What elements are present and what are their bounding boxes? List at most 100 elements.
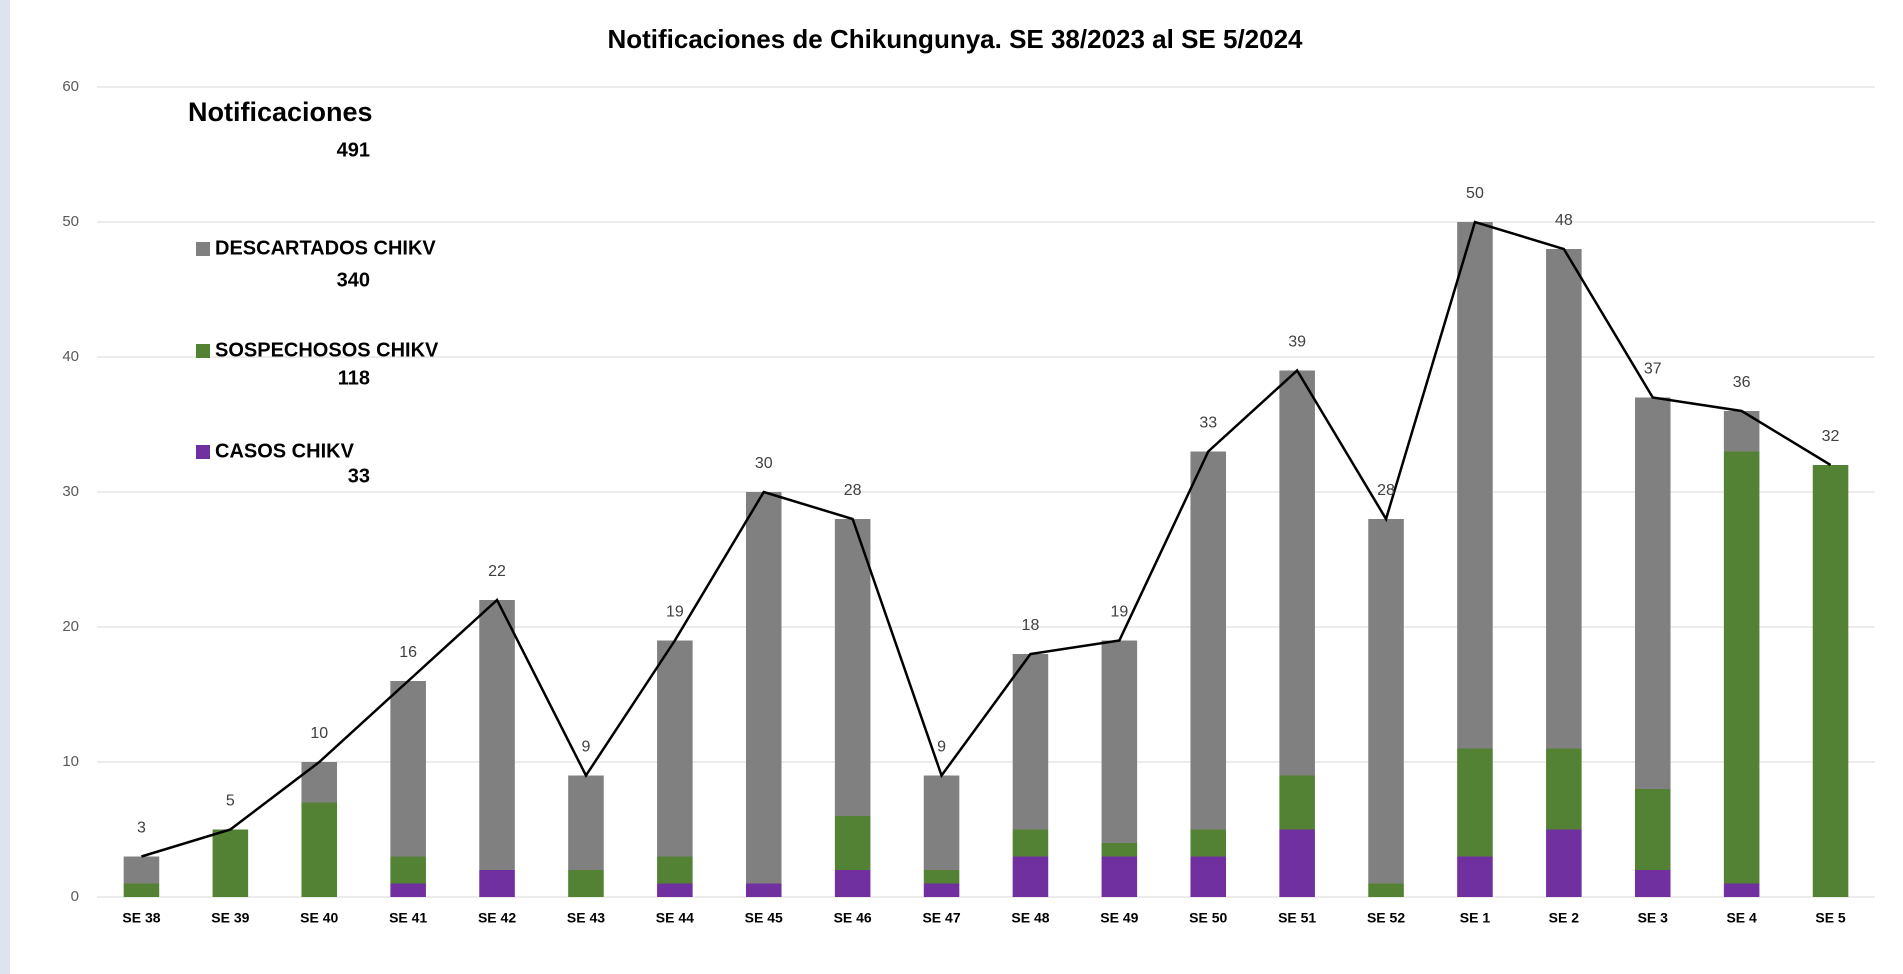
legend-total: 33 <box>348 465 370 487</box>
legend-swatch <box>196 344 210 358</box>
data-label: 5 <box>226 793 235 810</box>
data-label: 9 <box>937 739 946 756</box>
total-line <box>141 220 1832 858</box>
data-label: 28 <box>1377 482 1395 499</box>
bar-segment <box>1546 829 1582 897</box>
x-tick-label: SE 50 <box>1189 910 1227 926</box>
y-tick-label: 10 <box>62 753 79 770</box>
bar-segment <box>1101 640 1138 843</box>
x-tick-label: SE 1 <box>1460 910 1491 926</box>
bar-segment <box>1723 883 1760 897</box>
x-tick-label: SE 41 <box>389 910 427 926</box>
y-tick-label: 20 <box>62 618 79 635</box>
data-label: 32 <box>1822 428 1840 445</box>
legend-total: 491 <box>337 139 370 161</box>
bar-segment <box>1723 451 1760 884</box>
bar-segment <box>1012 856 1049 897</box>
data-label: 18 <box>1022 617 1040 634</box>
x-tick-label: SE 51 <box>1278 910 1316 926</box>
x-tick-label: SE 44 <box>656 910 694 926</box>
bar-segment <box>657 883 693 897</box>
bar-segment <box>1190 451 1227 830</box>
bar-segment <box>1279 829 1315 897</box>
bar-segment <box>834 870 871 897</box>
data-label: 33 <box>1199 415 1217 432</box>
data-label: 36 <box>1733 374 1751 391</box>
y-tick-label: 0 <box>71 888 79 905</box>
bar-segment <box>657 856 693 884</box>
bar-segment <box>1101 856 1138 897</box>
bar-segment <box>301 802 338 897</box>
bar-segment <box>390 681 426 857</box>
data-label: 10 <box>310 725 328 742</box>
bar-segment <box>1368 883 1404 897</box>
bar-segment <box>1723 411 1760 452</box>
legend-swatch <box>196 445 210 459</box>
legend-swatch <box>196 242 210 256</box>
x-tick-label: SE 49 <box>1100 910 1138 926</box>
bar-segment <box>1012 654 1049 830</box>
x-tick-label: SE 45 <box>745 910 783 926</box>
data-label: 28 <box>844 482 862 499</box>
bar-segment <box>1457 748 1493 857</box>
legend-label: SOSPECHOSOS CHIKV <box>215 339 439 361</box>
bar-segment <box>212 829 249 897</box>
data-label: 50 <box>1466 185 1484 202</box>
bar-segment <box>479 870 515 897</box>
bar-segment <box>1812 465 1849 897</box>
y-tick-label: 50 <box>62 213 79 230</box>
bar-segment <box>1457 222 1493 749</box>
data-label: 37 <box>1644 361 1662 378</box>
bar-segment <box>123 856 160 884</box>
legend-title: Notificaciones <box>188 97 373 127</box>
bar-segment <box>1634 397 1671 789</box>
bar-segment <box>1546 748 1582 830</box>
bar-segment <box>1279 370 1315 776</box>
x-tick-label: SE 5 <box>1815 910 1846 926</box>
x-tick-label: SE 38 <box>122 910 160 926</box>
x-tick-label: SE 48 <box>1011 910 1049 926</box>
bar-segment <box>745 492 782 884</box>
x-tick-label: SE 2 <box>1549 910 1580 926</box>
bar-segment <box>301 762 338 803</box>
x-tick-label: SE 39 <box>211 910 249 926</box>
legend-label: DESCARTADOS CHIKV <box>215 237 436 259</box>
x-tick-label: SE 46 <box>834 910 872 926</box>
x-tick-label: SE 3 <box>1638 910 1669 926</box>
legend-total: 118 <box>338 367 370 389</box>
x-tick-label: SE 4 <box>1726 910 1757 926</box>
data-label: 22 <box>488 563 506 580</box>
bar-segment <box>479 600 515 870</box>
bar-segment <box>1634 870 1671 897</box>
data-label: 39 <box>1288 334 1306 351</box>
bar-segment <box>834 816 871 870</box>
x-tick-label: SE 42 <box>478 910 516 926</box>
data-label: 19 <box>666 604 684 621</box>
y-tick-label: 40 <box>62 348 79 365</box>
x-tick-label: SE 43 <box>567 910 605 926</box>
x-tick-label: SE 40 <box>300 910 338 926</box>
bar-segment <box>657 640 693 857</box>
data-label: 48 <box>1555 212 1573 229</box>
bar-segment <box>568 775 604 870</box>
y-tick-label: 60 <box>62 78 79 95</box>
bar-segment <box>1190 829 1227 857</box>
legend-total: 340 <box>337 269 370 291</box>
bar-segment <box>390 856 426 884</box>
data-label: 16 <box>399 644 417 661</box>
bar-segment <box>1457 856 1493 897</box>
bar-segment <box>1368 519 1404 884</box>
bar-segment <box>1190 856 1227 897</box>
bar-segment <box>123 883 160 897</box>
bar-segment <box>834 519 871 816</box>
bar-segment <box>568 870 604 897</box>
bar-segment <box>1101 843 1138 857</box>
bar-segment <box>745 883 782 897</box>
bar-segment <box>1279 775 1315 830</box>
bar-segment <box>923 870 960 884</box>
data-label: 9 <box>581 739 590 756</box>
legend-label: CASOS CHIKV <box>215 440 355 462</box>
bar-segment <box>923 775 960 870</box>
